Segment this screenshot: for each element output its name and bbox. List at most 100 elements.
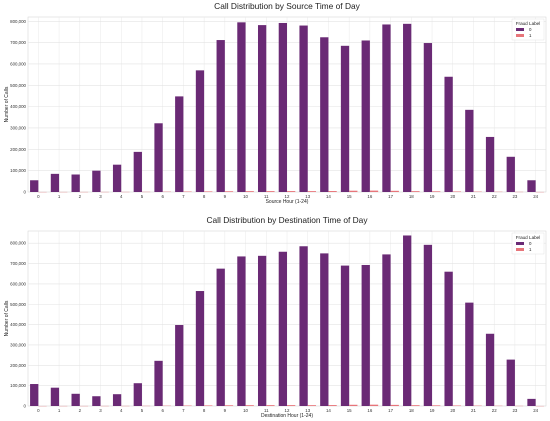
- y-tick-label: 600,000: [10, 61, 26, 66]
- bar-0-17: [382, 254, 391, 406]
- bar-0-21: [465, 109, 474, 192]
- bar-0-4: [112, 164, 122, 192]
- x-tick-label: 19: [430, 194, 435, 199]
- y-tick-label: 0: [24, 190, 27, 195]
- x-tick-label: 6: [161, 408, 164, 413]
- bar-0-9: [216, 40, 225, 192]
- bar-1-11: [266, 191, 275, 192]
- bar-1-10: [245, 191, 254, 192]
- bar-1-13: [307, 191, 317, 192]
- bar-0-19: [423, 43, 433, 192]
- bar-0-23: [506, 359, 515, 406]
- bar-0-12: [278, 251, 287, 406]
- x-tick-label: 18: [409, 194, 414, 199]
- x-tick-label: 16: [367, 408, 372, 413]
- x-tick-label: 20: [450, 194, 455, 199]
- x-tick-label: 23: [512, 194, 517, 199]
- bar-1-16: [369, 404, 379, 406]
- bar-0-18: [403, 23, 412, 192]
- x-tick-label: 12: [285, 408, 290, 413]
- bar-0-24: [527, 180, 536, 192]
- x-tick-label: 11: [264, 408, 269, 413]
- chart-title: Call Distribution by Source Time of Day: [214, 1, 360, 11]
- legend-label-0: 0: [529, 241, 532, 246]
- bar-1-12: [287, 405, 296, 406]
- bar-0-4: [112, 394, 122, 406]
- bar-0-21: [465, 302, 474, 406]
- x-tick-label: 7: [182, 408, 185, 413]
- bar-0-3: [92, 396, 101, 406]
- x-tick-label: 22: [492, 194, 497, 199]
- y-tick-label: 300,000: [10, 125, 26, 130]
- x-tick-label: 12: [285, 194, 290, 199]
- y-tick-label: 800,000: [10, 19, 26, 24]
- bar-0-24: [527, 398, 536, 406]
- y-tick-label: 200,000: [10, 363, 26, 368]
- bar-1-16: [369, 190, 379, 192]
- bar-0-17: [382, 24, 391, 192]
- bar-0-8: [195, 291, 205, 406]
- bar-0-6: [154, 123, 163, 192]
- bar-1-10: [245, 405, 254, 406]
- x-tick-label: 2: [79, 194, 82, 199]
- x-axis-label: Source Hour (1-24): [266, 199, 309, 205]
- bar-0-1: [50, 387, 60, 406]
- x-tick-label: 24: [533, 408, 538, 413]
- bar-0-8: [195, 70, 205, 192]
- bar-0-16: [361, 264, 370, 406]
- legend-swatch-1: [516, 34, 524, 37]
- legend-label-1: 1: [529, 33, 532, 38]
- bar-1-12: [287, 191, 296, 192]
- bar-0-12: [278, 22, 287, 192]
- x-tick-label: 24: [533, 194, 538, 199]
- bar-0-7: [175, 325, 184, 406]
- bar-0-22: [485, 136, 495, 192]
- bar-0-19: [423, 244, 433, 406]
- bar-0-23: [506, 156, 515, 192]
- x-tick-label: 0: [37, 194, 40, 199]
- y-tick-label: 700,000: [10, 261, 26, 266]
- y-tick-label: 0: [24, 404, 27, 409]
- bar-1-15: [349, 404, 358, 406]
- legend: Fraud Label 0 1: [511, 232, 545, 255]
- bar-0-1: [50, 173, 60, 192]
- bar-0-14: [320, 37, 329, 193]
- bar-0-7: [175, 96, 184, 192]
- x-tick-label: 9: [224, 194, 227, 199]
- x-tick-label: 4: [120, 408, 123, 413]
- x-tick-label: 8: [203, 408, 206, 413]
- x-tick-label: 10: [243, 194, 248, 199]
- bar-1-14: [328, 405, 337, 406]
- y-tick-label: 400,000: [10, 322, 26, 327]
- x-tick-label: 19: [430, 408, 435, 413]
- bar-0-16: [361, 40, 370, 192]
- y-tick-label: 600,000: [10, 281, 26, 286]
- x-tick-label: 4: [120, 194, 123, 199]
- bar-0-0: [30, 180, 39, 192]
- x-tick-label: 16: [367, 194, 372, 199]
- bar-1-11: [266, 405, 275, 406]
- x-tick-label: 10: [243, 408, 248, 413]
- bar-1-8: [204, 405, 213, 406]
- legend-swatch-0: [516, 28, 524, 31]
- bar-0-9: [216, 268, 225, 406]
- y-tick-label: 100,000: [10, 383, 26, 388]
- y-tick-label: 100,000: [10, 168, 26, 173]
- bar-0-15: [340, 45, 350, 192]
- bar-0-15: [340, 265, 350, 406]
- legend-label-1: 1: [529, 247, 532, 252]
- legend-label-0: 0: [529, 27, 532, 32]
- bar-0-18: [403, 235, 412, 406]
- x-tick-label: 9: [224, 408, 227, 413]
- bar-0-3: [92, 170, 101, 192]
- source-hour-chart: Call Distribution by Source Time of Day …: [4, 1, 547, 205]
- legend: Fraud Label 0 1: [511, 18, 545, 41]
- x-axis-label: Destination Hour (1-24): [261, 413, 313, 419]
- x-tick-label: 6: [161, 194, 164, 199]
- bar-0-0: [30, 384, 39, 406]
- bar-1-15: [349, 190, 358, 192]
- legend-title: Fraud Label: [516, 21, 541, 26]
- x-tick-label: 5: [141, 408, 144, 413]
- x-tick-label: 0: [37, 408, 40, 413]
- bar-1-19: [432, 191, 441, 192]
